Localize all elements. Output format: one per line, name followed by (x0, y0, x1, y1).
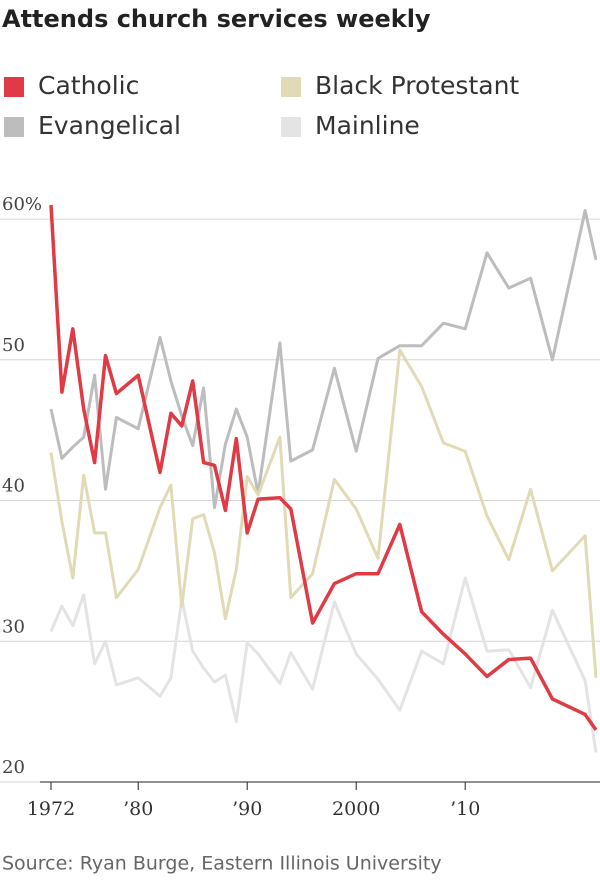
x-tick-label: 2000 (332, 798, 380, 820)
y-tick-label: 60% (2, 194, 42, 215)
x-tick-label: 1972 (27, 798, 75, 820)
legend-label: Mainline (315, 111, 420, 140)
series-line (49, 348, 598, 678)
x-tick-label: ’10 (450, 798, 480, 820)
y-tick-label: 50 (2, 335, 25, 356)
legend-swatch (281, 117, 301, 137)
chart-title: Attends church services weekly (2, 5, 431, 33)
legend-swatch (4, 117, 24, 137)
legend-swatch (4, 77, 24, 97)
legend-swatch (281, 77, 301, 97)
x-tick-label: ’90 (232, 798, 262, 820)
legend-label: Catholic (38, 71, 139, 100)
series-line (49, 576, 598, 753)
y-tick-label: 30 (2, 616, 25, 637)
legend-label: Evangelical (38, 111, 181, 140)
series-line (49, 204, 598, 731)
x-tick-label: ’80 (123, 798, 153, 820)
y-tick-label: 40 (2, 476, 25, 497)
series-line (49, 209, 598, 510)
source: Source: Ryan Burge, Eastern Illinois Uni… (2, 853, 442, 875)
y-tick-label: 20 (2, 757, 25, 778)
legend-label: Black Protestant (315, 71, 519, 100)
